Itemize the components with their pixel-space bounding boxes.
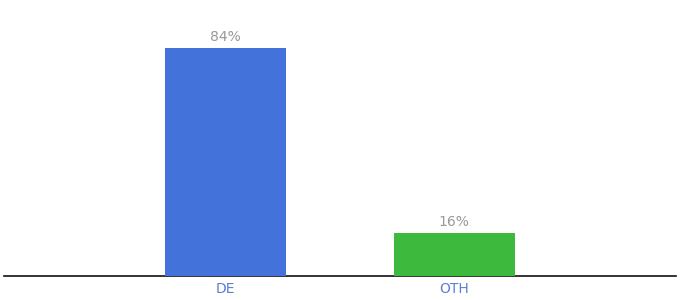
Text: 16%: 16%	[439, 215, 470, 229]
Text: 84%: 84%	[210, 30, 241, 44]
Bar	[165, 48, 286, 276]
Bar	[394, 233, 515, 276]
